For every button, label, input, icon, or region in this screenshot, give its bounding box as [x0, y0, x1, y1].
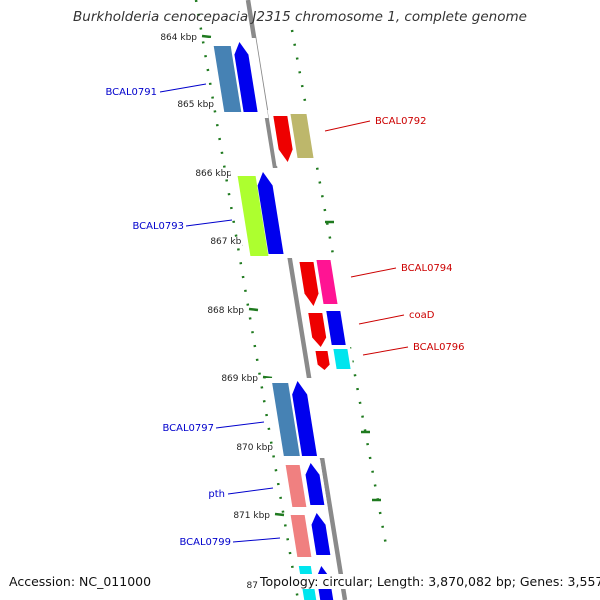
kbp-tick-label: 868 kbp	[207, 306, 244, 316]
accession-info: Accession: NC_011000	[9, 574, 152, 589]
gene-leader-line	[350, 267, 397, 278]
gene-BCAL0794-arrow	[299, 262, 319, 306]
gene-BCAL0797-arrow	[292, 381, 317, 456]
kbp-tick-label: 869 kbp	[221, 374, 258, 384]
gene-label: pth	[208, 489, 225, 500]
gene-leader-line	[185, 219, 233, 227]
kbp-tick-mark	[201, 34, 212, 39]
gene-leader-line	[324, 120, 371, 132]
gene-label: BCAL0794	[401, 263, 453, 274]
gene-BCAL0797-box	[272, 383, 300, 456]
kbp-tick-label: 87	[247, 581, 258, 591]
gene-BCAL0791-box	[213, 46, 242, 112]
kbp-tick-label: 864 kbp	[160, 33, 197, 43]
map-title: Burkholderia cenocepacia J2315 chromosom…	[73, 9, 527, 25]
gene-leader-line	[362, 346, 409, 356]
gene-leader-line	[159, 83, 207, 93]
gene-label: BCAL0799	[179, 537, 231, 548]
kbp-tick-mark	[274, 512, 285, 517]
kbp-tick-label: 866 kbp	[195, 169, 232, 179]
gene-BCAL0796-box	[333, 349, 351, 369]
gene-pth-box	[285, 465, 307, 507]
gene-label: coaD	[409, 310, 435, 321]
kbp-tick-label: 865 kbp	[177, 100, 214, 110]
gene-BCAL0793-arrow	[257, 172, 284, 254]
gene-BCAL0796-arrow	[315, 351, 330, 370]
gene-label: BCAL0793	[132, 221, 184, 232]
gene-leader-line	[232, 537, 281, 543]
kbp-tick-mark	[262, 375, 273, 380]
gene-coaD-arrow	[308, 313, 327, 347]
gene-BCAL0791-arrow	[234, 42, 258, 112]
kbp-tick-label: 870 kbp	[236, 443, 273, 453]
gene-BCAL0794-box	[316, 260, 338, 304]
gene-label: BCAL0797	[162, 423, 214, 434]
gene-pth-arrow	[305, 463, 325, 505]
gene-leader-line	[227, 487, 274, 495]
gene-BCAL0792-box	[290, 114, 314, 158]
gene-BCAL0799-arrow	[311, 513, 331, 555]
kbp-tick-mark	[248, 307, 259, 312]
topology-info: Topology: circular; Length: 3,870,082 bp…	[260, 574, 600, 589]
gene-coaD-box	[326, 311, 346, 345]
gene-BCAL0792-arrow	[273, 116, 293, 162]
gene-BCAL0799-box	[290, 515, 312, 557]
gene-leader-line	[215, 421, 265, 429]
kbp-tick-label: 871 kbp	[233, 511, 270, 521]
gene-label: BCAL0796	[413, 342, 465, 353]
gene-BCAL0793-box	[237, 176, 269, 256]
kbp-tick-label: 867 kbp	[210, 237, 247, 247]
gene-label: BCAL0791	[105, 87, 157, 98]
gene-leader-line	[358, 314, 405, 325]
gene-label: BCAL0792	[375, 116, 427, 127]
